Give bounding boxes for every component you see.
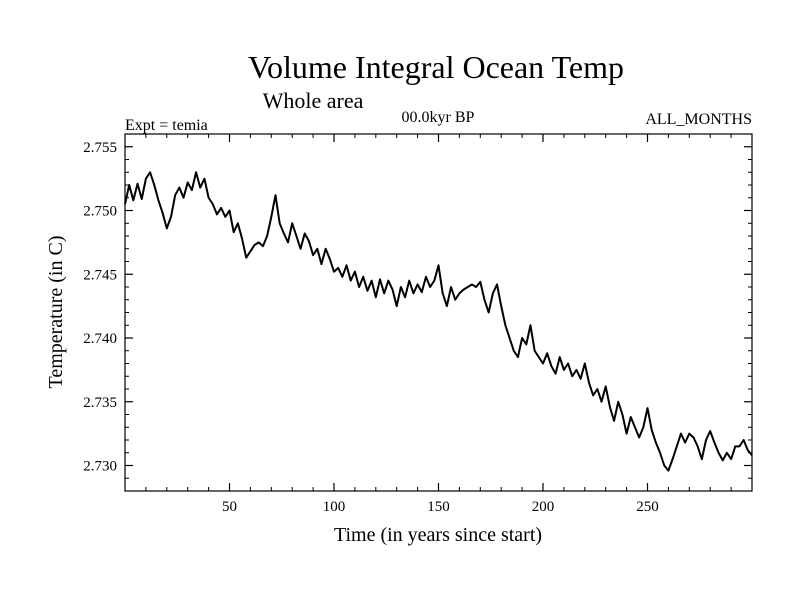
y-tick-label: 2.745: [83, 267, 117, 283]
x-tick-label: 50: [222, 499, 237, 515]
plot-frame: [124, 133, 753, 492]
y-tick-label: 2.740: [83, 331, 117, 347]
months-label: ALL_MONTHS: [645, 111, 752, 128]
x-tick-label: 150: [427, 499, 450, 515]
y-axis: 2.730 2.735 2.740 2.745 2.750 2.755: [83, 140, 752, 479]
y-tick-label: 2.735: [83, 395, 117, 411]
x-tick-label: 250: [636, 499, 659, 515]
y-tick-label: 2.750: [83, 204, 117, 220]
y-tick-label: 2.755: [83, 140, 117, 156]
y-tick-label: 2.730: [83, 459, 117, 475]
x-tick-label: 100: [323, 499, 346, 515]
y-axis-label: Temperature (in C): [45, 236, 67, 389]
x-axis: 50 100 150 200 250: [145, 134, 732, 515]
experiment-label: Expt = temia: [125, 117, 208, 134]
x-axis-label: Time (in years since start): [334, 524, 542, 546]
chart-subtitle: Whole area: [263, 88, 364, 113]
chart-title: Volume Integral Ocean Temp: [248, 49, 624, 85]
temperature-series-line: [124, 171, 753, 472]
x-tick-label: 200: [532, 499, 555, 515]
period-label: 00.0kyr BP: [402, 109, 475, 126]
